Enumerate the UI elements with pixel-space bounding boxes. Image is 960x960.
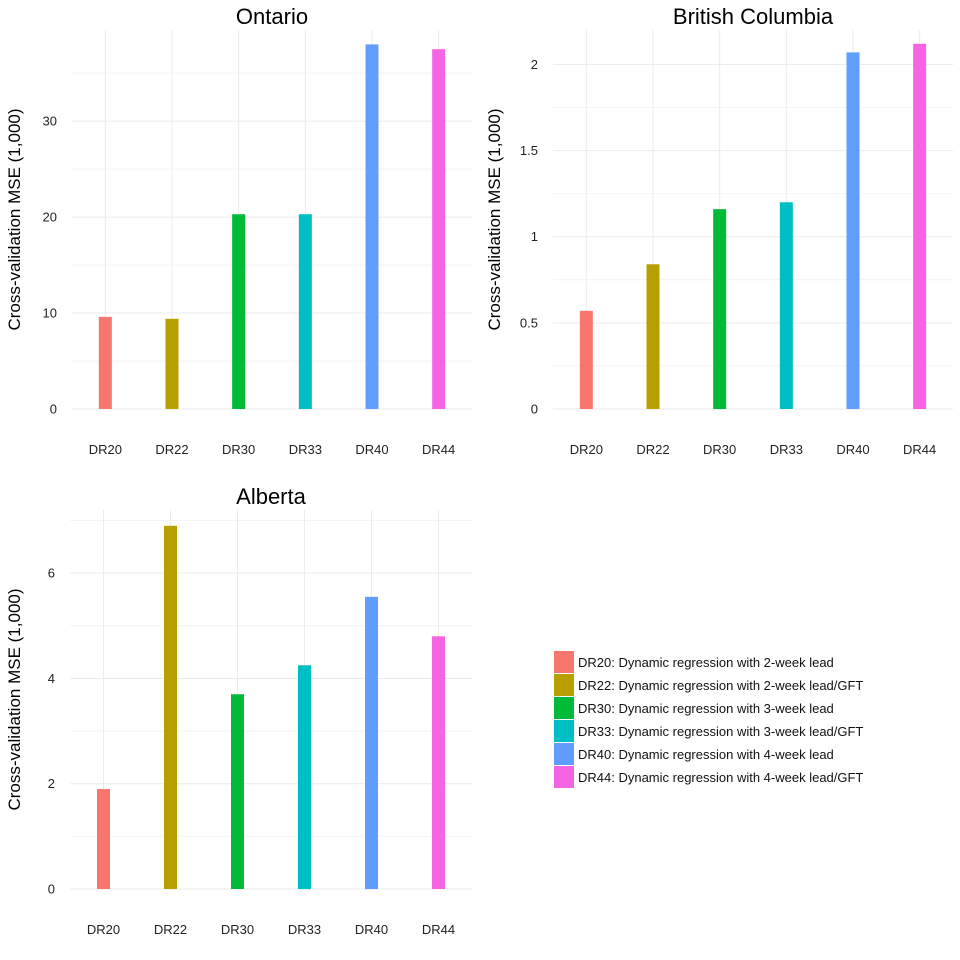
legend-label: DR22: Dynamic regression with 2-week lea…	[578, 678, 863, 693]
bar-dr20	[97, 788, 110, 889]
chart-title: British Columbia	[673, 4, 834, 29]
y-tick-label: 0	[48, 882, 55, 897]
bar-dr44	[913, 43, 927, 409]
bar-dr20	[579, 310, 593, 409]
x-tick-label: DR30	[703, 442, 736, 457]
y-tick-label: 10	[43, 306, 57, 321]
y-tick-label: 1	[531, 229, 538, 244]
panel-0: 0 10 20 30 DR20 DR22 DR30 DR33 DR40 DR44 Ontario Cr…	[5, 4, 472, 457]
x-tick-label: DR20	[570, 442, 603, 457]
y-tick-label: 0	[531, 402, 538, 417]
bar-dr30	[713, 209, 727, 409]
legend-label: DR44: Dynamic regression with 4-week lea…	[578, 770, 863, 785]
legend-swatch	[554, 743, 574, 765]
bar-dr44	[432, 49, 446, 409]
y-axis-label: Cross-validation MSE (1,000)	[485, 108, 504, 330]
legend-swatch	[554, 720, 574, 742]
bar-dr30	[231, 694, 244, 889]
y-tick-label: 2	[48, 776, 55, 791]
panel-2: 0 2 4 6 DR20 DR22 DR30 DR33 DR40 DR44 Alberta Cross…	[5, 484, 472, 937]
x-tick-label: DR30	[222, 442, 255, 457]
bar-dr40	[846, 52, 860, 410]
bar-dr33	[779, 202, 793, 409]
legend-label: DR20: Dynamic regression with 2-week lea…	[578, 655, 834, 670]
y-tick-label: 0.5	[520, 315, 538, 330]
legend-swatch	[554, 697, 574, 719]
y-tick-label: 2	[531, 57, 538, 72]
bar-dr22	[646, 264, 660, 409]
x-tick-label: DR33	[770, 442, 803, 457]
x-tick-label: DR40	[355, 922, 388, 937]
x-tick-label: DR44	[903, 442, 936, 457]
y-tick-label: 30	[43, 114, 57, 129]
legend-label: DR40: Dynamic regression with 4-week lea…	[578, 747, 834, 762]
y-tick-label: 1.5	[520, 143, 538, 158]
x-tick-label: DR44	[422, 922, 455, 937]
x-tick-label: DR33	[288, 922, 321, 937]
y-tick-label: 20	[43, 210, 57, 225]
legend-label: DR33: Dynamic regression with 3-week lea…	[578, 724, 863, 739]
bar-dr20	[98, 316, 112, 409]
x-tick-label: DR22	[155, 442, 188, 457]
chart-title: Ontario	[236, 4, 308, 29]
bar-dr44	[432, 636, 445, 889]
x-tick-label: DR40	[836, 442, 869, 457]
legend: DR20: Dynamic regression with 2-week lea…	[554, 651, 863, 788]
y-tick-label: 0	[50, 402, 57, 417]
legend-label: DR30: Dynamic regression with 3-week lea…	[578, 701, 834, 716]
bar-dr30	[232, 214, 246, 409]
y-axis-label: Cross-validation MSE (1,000)	[5, 108, 24, 330]
y-tick-label: 6	[48, 566, 55, 581]
x-tick-label: DR40	[355, 442, 388, 457]
x-tick-label: DR20	[89, 442, 122, 457]
x-tick-label: DR30	[221, 922, 254, 937]
legend-swatch	[554, 766, 574, 788]
y-tick-label: 4	[48, 671, 55, 686]
x-tick-label: DR22	[636, 442, 669, 457]
legend-swatch	[554, 651, 574, 673]
legend-swatch	[554, 674, 574, 696]
x-tick-label: DR44	[422, 442, 455, 457]
y-axis-label: Cross-validation MSE (1,000)	[5, 588, 24, 810]
bar-dr22	[164, 525, 177, 889]
bar-dr40	[365, 44, 379, 410]
x-tick-label: DR22	[154, 922, 187, 937]
x-tick-label: DR33	[289, 442, 322, 457]
x-tick-label: DR20	[87, 922, 120, 937]
bar-dr33	[298, 214, 312, 409]
bar-dr22	[165, 318, 179, 409]
panel-1: 0 0.5 1 1.5 2 DR20 DR22 DR30 DR33 DR40 DR44 British…	[485, 4, 953, 457]
bar-dr33	[298, 665, 311, 889]
bar-dr40	[365, 596, 378, 889]
chart-title: Alberta	[236, 484, 306, 509]
